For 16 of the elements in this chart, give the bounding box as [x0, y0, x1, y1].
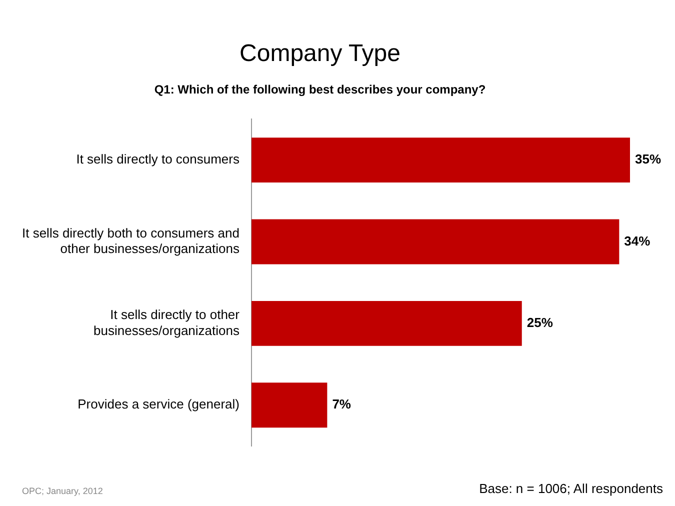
bar: [251, 382, 328, 428]
bar: [251, 219, 620, 264]
data-label: 35%: [635, 152, 662, 167]
text: OPC; January, 2012: [22, 486, 103, 496]
chart-subtitle: Q1: Which of the following best describes your company?: [154, 82, 486, 96]
y-tick-label: It sells directly both to consumers and other businesses/organizations: [22, 226, 240, 256]
data-label: 25%: [526, 315, 554, 330]
data-label: 7%: [332, 396, 352, 412]
y-tick-label: Provides a service (general): [78, 396, 240, 412]
bar: [251, 138, 630, 183]
data-label: 34%: [624, 233, 651, 248]
bar: [251, 300, 522, 346]
text: Base: n = 1006; All respondents: [479, 481, 663, 496]
y-tick-label: It sells directly to consumers: [76, 152, 240, 167]
chart-title: Company Type: [240, 40, 400, 68]
y-tick-label: It sells directly to other businesses/organizations: [94, 307, 240, 338]
